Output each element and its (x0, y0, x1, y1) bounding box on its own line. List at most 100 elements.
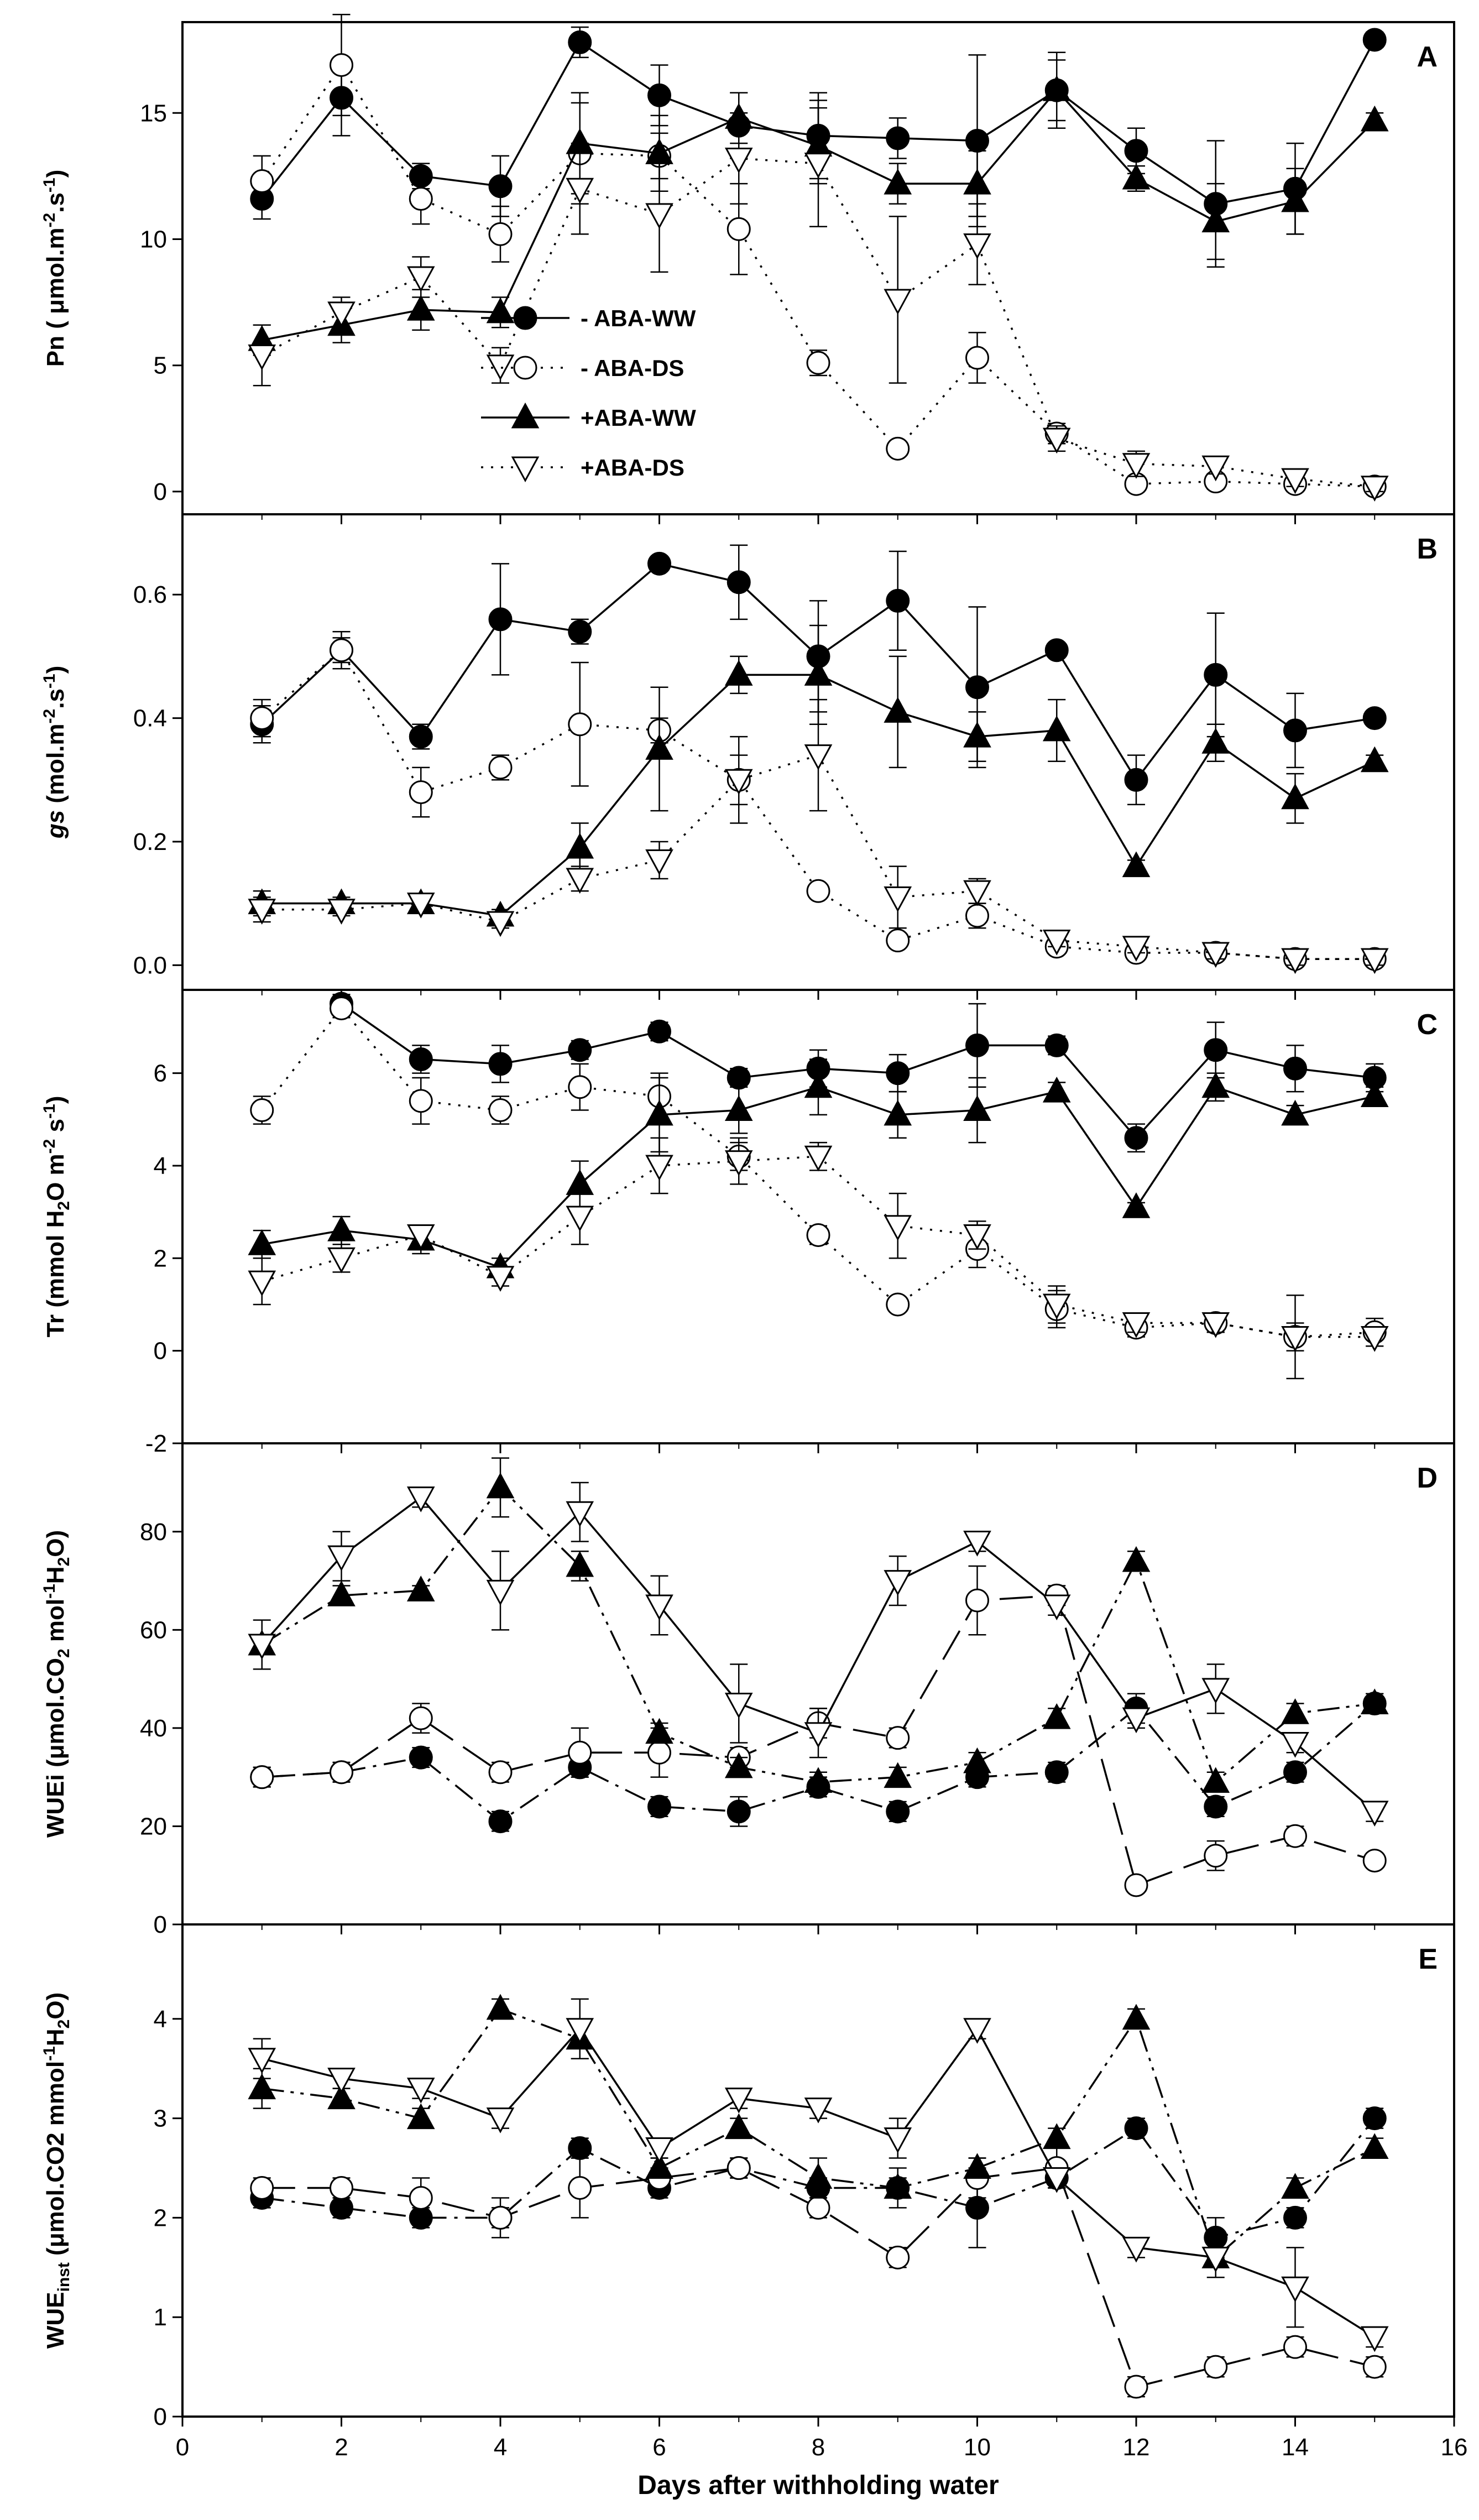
panel-D: 0 20 40 60 80 D WUEi (μmol.CO2 mol-1H2O) (40, 1442, 1455, 1938)
data-point (724, 769, 753, 795)
y-tick-label: 2 (154, 2204, 167, 2231)
data-point (727, 1066, 751, 1090)
data-point (327, 301, 356, 328)
data-point (1283, 2335, 1307, 2359)
data-point (566, 2018, 594, 2044)
data-point (645, 2137, 673, 2163)
data-point (568, 2175, 592, 2200)
data-point (488, 222, 513, 246)
data-point (1042, 1703, 1071, 1729)
data-point (1360, 105, 1389, 132)
data-point (248, 2073, 276, 2100)
data-point (1360, 948, 1389, 974)
data-point (804, 660, 833, 686)
y-tick-label: 0 (154, 1911, 167, 1938)
data-point (1360, 476, 1389, 502)
data-point (963, 1747, 991, 1773)
series-1 (250, 2147, 1387, 2399)
x-tick-label: 8 (812, 2434, 825, 2461)
data-point (1042, 75, 1071, 101)
data-point (568, 712, 592, 737)
data-point (963, 880, 991, 906)
y-tick-label: 0 (154, 2403, 167, 2430)
data-point (406, 1575, 435, 1601)
data-point (724, 1095, 753, 1121)
data-point (886, 1726, 910, 1750)
data-point (724, 1150, 753, 1176)
data-point (409, 1047, 433, 1072)
data-point (884, 2127, 912, 2153)
data-point (248, 1270, 276, 1297)
legend-label: +ABA-DS (581, 455, 684, 481)
data-point (250, 706, 274, 731)
data-point (486, 1266, 515, 1292)
y-axis-label: Pn ( μmol.m-2.s-1) (40, 170, 69, 367)
data-point (568, 2136, 592, 2161)
data-point (1281, 2276, 1309, 2303)
series-line (261, 63, 1375, 488)
data-point (963, 1224, 991, 1250)
data-point (1360, 2326, 1389, 2352)
data-point (727, 1799, 751, 1824)
data-point (886, 436, 910, 461)
data-point (724, 1752, 753, 1778)
data-point (1042, 715, 1071, 742)
data-point (566, 1206, 594, 1232)
series-line (341, 1003, 1375, 1140)
data-point (645, 203, 673, 229)
data-point (409, 724, 433, 749)
data-point (1204, 1794, 1228, 1819)
data-point (884, 1215, 912, 1241)
data-point (486, 1994, 515, 2020)
y-tick-label: 1 (154, 2304, 167, 2331)
data-point (1362, 706, 1387, 731)
data-point (1124, 139, 1148, 163)
data-point (1283, 1056, 1307, 1081)
data-point (965, 1588, 989, 1613)
data-point (1201, 1072, 1230, 1098)
data-point (568, 1075, 592, 1099)
data-point (406, 1486, 435, 1512)
series-3 (248, 1137, 1389, 1352)
data-point (884, 1570, 912, 1596)
legend-marker (511, 402, 540, 429)
data-point (647, 1019, 671, 1044)
data-point (486, 354, 515, 380)
y-tick-label: 0.6 (133, 581, 167, 608)
data-point (1122, 2236, 1151, 2263)
y-axis-label: WUEinst (μmol.CO2 mmol-1H2O) (40, 1992, 73, 2349)
legend-marker (511, 456, 540, 483)
data-point (566, 178, 594, 204)
data-point (1283, 2205, 1307, 2230)
data-point (1042, 2167, 1071, 2193)
data-point (804, 744, 833, 770)
data-point (409, 1706, 433, 1730)
data-point (1360, 2133, 1389, 2159)
data-point (250, 1098, 274, 1123)
data-point (645, 1594, 673, 1621)
data-point (724, 2088, 753, 2114)
y-tick-label: 10 (140, 226, 167, 253)
panel-label: A (1417, 41, 1438, 73)
data-point (568, 1740, 592, 1765)
data-point (724, 2113, 753, 2140)
data-point (250, 169, 274, 194)
data-point (1122, 936, 1151, 962)
series-line (262, 2007, 1376, 2260)
data-point (488, 2205, 513, 2230)
y-tick-label: 4 (154, 2006, 167, 2033)
data-point (647, 1740, 671, 1765)
series-line (261, 648, 1375, 960)
data-point (804, 1722, 833, 1748)
data-point (886, 126, 910, 150)
data-point (566, 868, 594, 894)
data-point (645, 1099, 673, 1126)
data-point (248, 2048, 276, 2074)
data-point (963, 233, 991, 259)
data-point (1204, 662, 1228, 687)
data-point (884, 1099, 912, 1126)
data-point (327, 1580, 356, 1606)
data-point (1044, 638, 1069, 662)
data-point (1201, 455, 1230, 482)
data-point (330, 1760, 353, 1785)
